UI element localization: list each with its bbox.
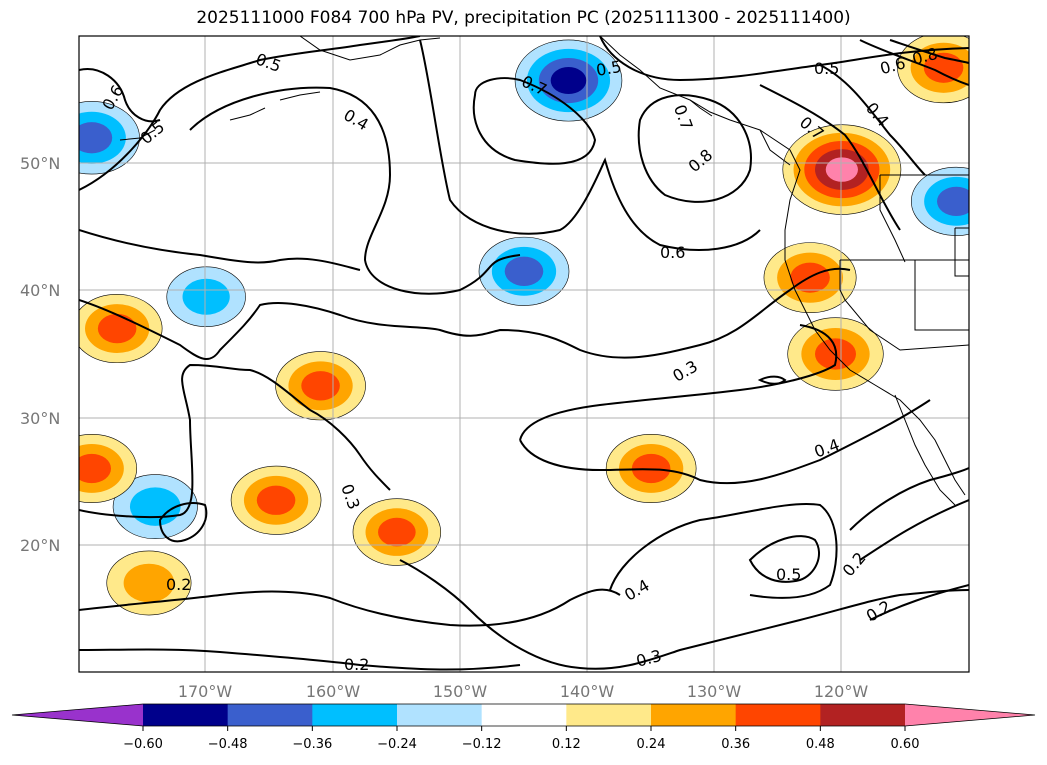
contour-label: 0.6: [660, 243, 685, 262]
lat-tick-label: 50°N: [20, 154, 60, 173]
contour-line: [419, 39, 761, 251]
precip-blob: [478, 236, 570, 306]
lon-tick-label: 140°W: [560, 682, 615, 701]
colorbar-segment: [481, 704, 567, 726]
colorbar-tick-label: −0.60: [123, 737, 163, 752]
precip-level: [825, 157, 858, 182]
lon-tick-label: 170°W: [178, 682, 233, 701]
contour-line: [79, 648, 521, 671]
precip-blob: [106, 550, 192, 616]
colorbar-extend-min: [12, 704, 143, 726]
contour-label: 0.5: [595, 57, 623, 80]
colorbar-tick-label: −0.24: [377, 737, 417, 752]
colorbar-segment: [651, 704, 737, 726]
contour-line: [889, 39, 969, 64]
contour-label: 0.2: [344, 655, 369, 674]
lat-tick-label: 30°N: [20, 409, 60, 428]
contour-line: [79, 68, 161, 123]
precip-blob: [352, 498, 442, 566]
colorbar-tick-label: −0.36: [292, 737, 332, 752]
precip-level: [182, 278, 230, 315]
colorbar-segment: [397, 704, 483, 726]
contour-line: [399, 559, 969, 670]
contour-line: [757, 375, 787, 385]
colorbar-tick-label: 0.24: [637, 737, 666, 752]
colorbar-tick-label: −0.48: [208, 737, 248, 752]
colorbar-tick-label: 0.12: [552, 737, 581, 752]
lon-tick-label: 120°W: [814, 682, 869, 701]
lat-tick-label: 20°N: [20, 536, 60, 555]
colorbar: [11, 703, 1036, 731]
pv-contours: [79, 36, 969, 671]
lat-tick-labels: 50°N 40°N 30°N 20°N: [20, 154, 60, 555]
contour-line: [869, 584, 969, 621]
precip-blob: [79, 433, 138, 503]
colorbar-segment: [312, 704, 398, 726]
contour-line: [189, 86, 521, 295]
lon-tick-label: 160°W: [306, 682, 361, 701]
colorbar-segment: [820, 704, 906, 726]
precip-blob: [910, 166, 969, 236]
contour-line: [609, 503, 838, 599]
precip-blob: [782, 124, 902, 215]
precip-level: [937, 186, 969, 217]
precip-level: [301, 371, 340, 401]
contour-line: [849, 467, 969, 531]
contour-line: [79, 588, 621, 627]
contour-line: [859, 39, 969, 86]
colorbar-tick-labels: −0.60 −0.48 −0.36 −0.24 −0.12 0.12 0.24 0.36 0.4…: [123, 737, 919, 752]
contour-label: 0.5: [776, 565, 801, 584]
colorbar-segment: [735, 704, 821, 726]
contour-line: [79, 267, 851, 360]
contour-line: [519, 324, 838, 441]
contour-line: [859, 499, 969, 561]
contour-label: 0.2: [166, 575, 191, 594]
colorbar-extend-max: [905, 704, 1035, 726]
precip-blob: [275, 351, 366, 421]
precip-level: [378, 517, 416, 547]
precip-blob: [230, 465, 322, 535]
colorbar-segment: [566, 704, 652, 726]
precip-blob: [897, 36, 969, 104]
contour-line: [819, 64, 926, 176]
contour-line: [519, 399, 931, 485]
precip-level: [79, 453, 111, 484]
precip-level: [550, 66, 587, 95]
contour-line: [79, 36, 421, 191]
colorbar-tick-label: 0.36: [721, 737, 750, 752]
colorbar-tick-label: 0.60: [891, 737, 920, 752]
colorbar-tick-label: −0.12: [462, 737, 502, 752]
precip-level: [504, 256, 544, 286]
lon-tick-label: 150°W: [433, 682, 488, 701]
precip-level: [123, 563, 175, 603]
precip-blob: [79, 294, 163, 364]
precip-level: [129, 487, 181, 526]
precip-level: [256, 485, 296, 515]
precip-blob: [166, 266, 246, 327]
contour-line: [79, 363, 391, 519]
precip-level: [79, 122, 113, 154]
lon-tick-label: 130°W: [687, 682, 742, 701]
lat-tick-label: 40°N: [20, 281, 60, 300]
chart-title: 2025111000 F084 700 hPa PV, precipitatio…: [196, 8, 851, 28]
colorbar-segment: [227, 704, 313, 726]
contour-line: [79, 229, 361, 271]
map-frame: [78, 35, 970, 673]
contour-line: [748, 535, 820, 583]
lon-tick-labels: 170°W 160°W 150°W 140°W 130°W 120°W: [178, 682, 869, 701]
contour-line: [759, 84, 901, 231]
map-area: [79, 36, 969, 672]
contour-line: [158, 502, 208, 543]
precip-level: [97, 313, 137, 344]
gridlines: [79, 36, 969, 672]
contour-line: [599, 36, 969, 82]
contour-label: 0.5: [814, 59, 839, 78]
colorbar-tick-label: 0.48: [806, 737, 835, 752]
colorbar-segment: [143, 704, 229, 726]
contour-line: [472, 77, 597, 165]
contour-line: [637, 94, 752, 203]
precip-blob: [514, 39, 623, 122]
